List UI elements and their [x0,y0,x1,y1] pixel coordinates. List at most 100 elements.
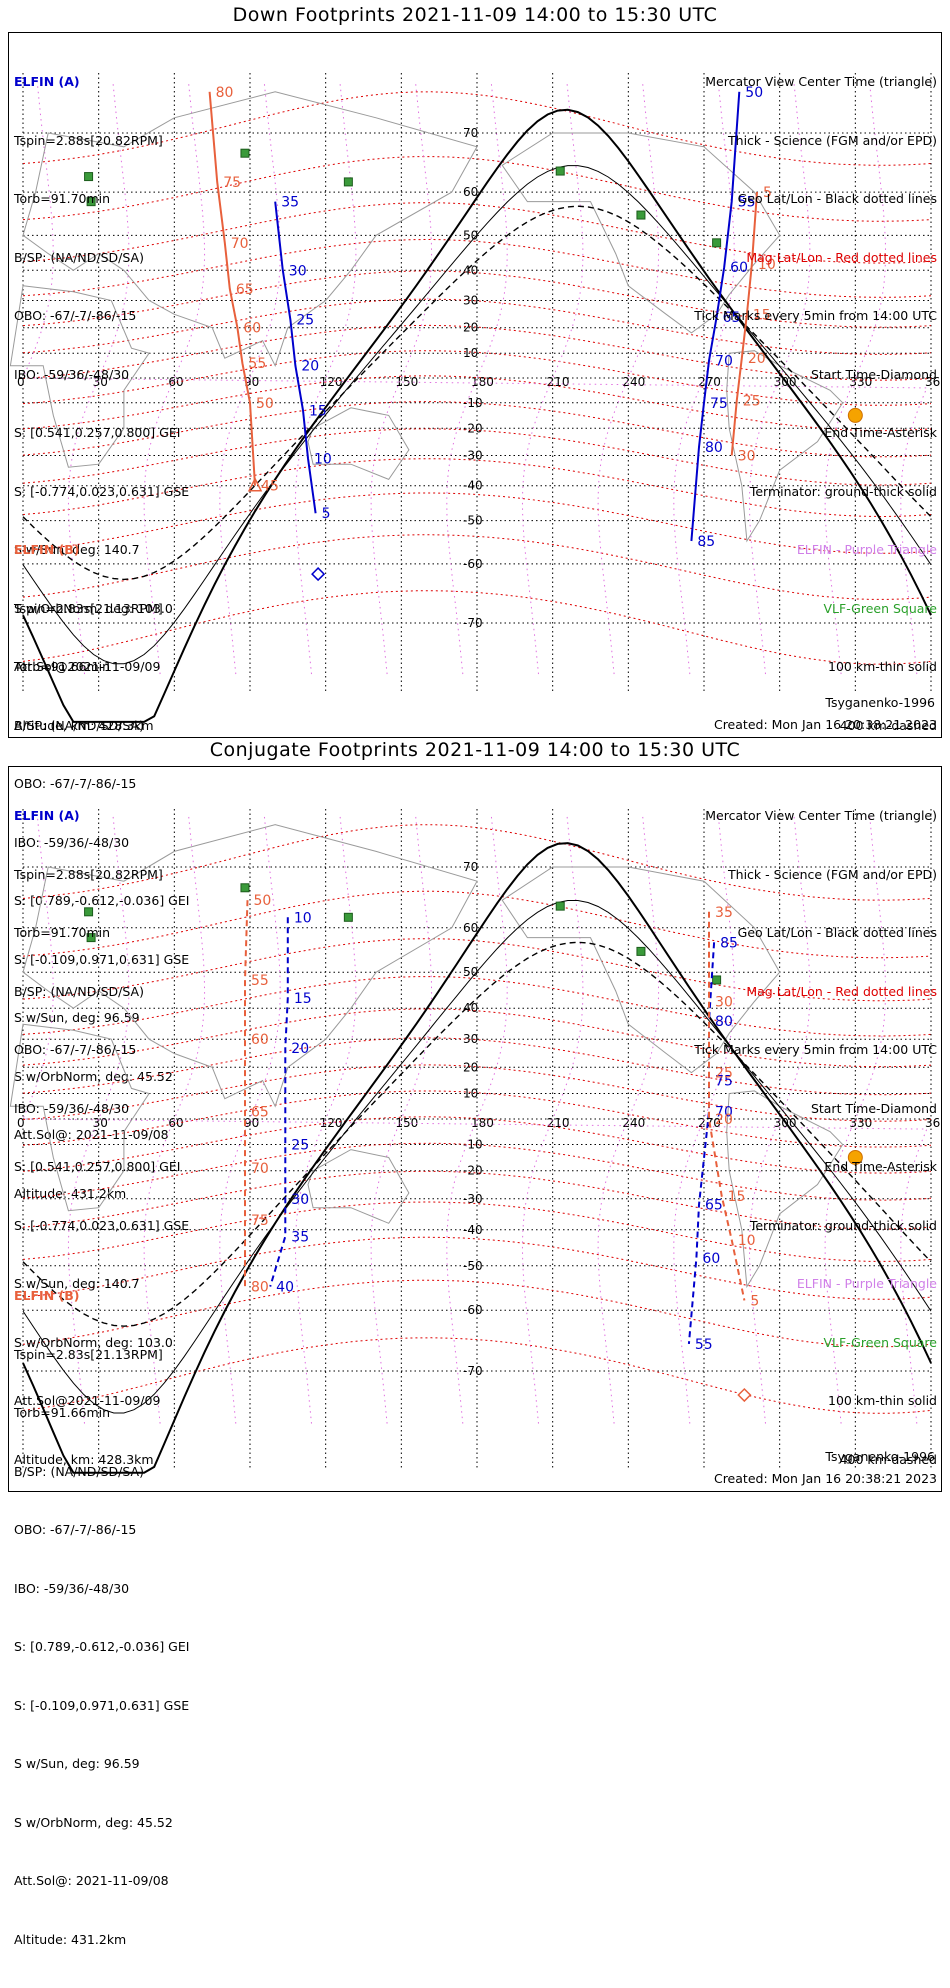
elfin-a-line: B/SP: (NA/ND/SD/SA) [14,249,144,265]
elfin-a-track-east-time-label: 85 [720,935,738,951]
lat-tick-label: -60 [463,1303,483,1317]
elfin-b-track [208,91,256,486]
lon-tick-label: 60 [168,375,183,389]
start-time-diamond [737,1387,752,1403]
elfin-b-track [244,900,249,1287]
lat-tick-label: -40 [463,1223,483,1237]
map-legend: Mercator View Center Time (triangle) Thi… [694,33,937,774]
legend-item: Mercator View Center Time (triangle) [705,808,937,823]
lat-tick-label: 50 [463,965,478,979]
mag-lat-line [22,1236,932,1300]
legend-item: Geo Lat/Lon - Black dotted lines [737,925,937,940]
elfin-b-triangle [247,477,263,492]
elfin-b-track-east-time-label: 5 [763,185,772,201]
elfin-b-track-east-time-label: 25 [743,393,761,409]
elfin-a-track-time-label: 30 [291,1192,309,1208]
legend-item: End Time-Asterisk [824,425,937,440]
lat-tick-label: -20 [463,421,483,435]
lat-tick-label: 70 [463,126,478,140]
legend-item: 400 km-dashed [839,717,937,733]
elfin-b-line: S w/OrbNorm, deg: 45.52 [14,1068,173,1084]
elfin-a-line: Tspin=2.88s[20.82RPM] [14,132,163,148]
coastline [9,285,150,468]
elfin-a-track-time-label: 35 [291,1229,309,1245]
elfin-b-line: S: [0.789,-0.612,-0.036] GEI [14,1639,190,1654]
lon-tick-label: 90 [244,375,259,389]
elfin-b-track-east-time-label: 10 [738,1233,756,1249]
legend-item: 100 km-thin solid [828,1393,937,1408]
elfin-a-track-east-time-label: 80 [715,1014,733,1030]
elfin-b-track-time-label: 55 [248,356,266,372]
elfin-a-track-time-label: 25 [296,313,314,329]
lat-tick-label: -10 [463,396,483,410]
legend-item: Mag Lat/Lon - Red dotted lines [746,249,937,265]
mag-lon-line [22,81,928,675]
mag-lat-line [22,1170,932,1230]
elfin-b-track-time-label: 50 [256,396,274,412]
lat-tick-label: 50 [463,228,478,242]
mag-lon-line [143,81,206,675]
mag-lon-line [294,81,357,675]
elfin-a-info: ELFIN (A) Tspin=2.88s[20.82RPM] Torb=91.… [14,767,189,1508]
lat-tick-label: 60 [463,921,478,935]
coastline [9,1023,150,1212]
elfin-b-line: S: [-0.109,0.971,0.631] GSE [14,951,190,967]
elfin-b-line: S w/OrbNorm, deg: 45.52 [14,1814,173,1830]
lat-tick-label: 40 [463,1001,478,1015]
mag-lat-line [22,492,932,554]
elfin-a-header: ELFIN (A) [14,74,80,89]
mag-lat-line [22,458,932,518]
lon-tick-label: 0 [17,375,25,389]
elfin-b-track-time-label: 80 [216,85,234,101]
legend-item: Mercator View Center Time (triangle) [705,74,937,89]
elfin-b-track-time-label: 45 [261,479,279,495]
coastline [307,407,410,481]
elfin-a-track-time-label: 20 [291,1041,309,1057]
elfin-b-line: OBO: -67/-7/-86/-15 [14,776,137,791]
lat-tick-label: 10 [463,1087,478,1101]
vlf-station-square [712,238,722,248]
elfin-b-track-east [730,192,758,456]
mag-lat-line [22,1008,932,1068]
legend-item: VLF-Green Square [823,600,937,616]
elfin-a-track-east-time-label: 85 [697,534,715,550]
terminator [22,108,932,723]
terminator-ground [22,842,932,1474]
elfin-a-line: S: [-0.774,0.023,0.631] GSE [14,1217,190,1233]
mag-lon-line [521,81,584,675]
legend-item: Start Time-Diamond [810,366,937,382]
vlf-station-square [555,901,565,911]
legend-item: Thick - Science (FGM and/or EPD) [728,132,937,148]
elfin-a-line: Torb=91.70min [14,925,111,940]
lat-tick-label: -70 [463,1364,483,1378]
elfin-b-line: OBO: -67/-7/-86/-15 [14,1522,137,1537]
elfin-b-line: IBO: -59/36/-48/30 [14,834,130,850]
elfin-b-line: Torb=91.66min [14,1405,111,1420]
terminator-100km [22,900,932,1414]
elfin-a-track-time-label: 10 [294,910,312,926]
elfin-a-line: IBO: -59/36/-48/30 [14,1100,130,1116]
lat-tick-label: -70 [463,616,483,630]
elfin-b-line: S w/Sun, deg: 96.59 [14,1010,140,1025]
elfin-b-track-east-time-label: 30 [738,449,756,465]
conjugate-footprints-map: 0306090120150180210240270300330360706050… [9,809,941,1474]
elfin-a-track-time-label: 25 [291,1137,309,1153]
terminator-400km [22,941,932,1327]
vlf-station-square [555,166,565,176]
mag-lon-line [67,81,130,675]
elfin-a-line: Tspin=2.88s[20.82RPM] [14,866,163,882]
vlf-station-square [86,933,96,943]
terminator-100km [22,165,932,665]
mag-lat-line [22,1201,932,1262]
elfin-a-line: S w/Sun, deg: 140.7 [14,1276,140,1291]
elfin-a-line: IBO: -59/36/-48/30 [14,366,130,382]
mag-lon-line [597,81,660,675]
elfin-a-track-time-label: 5 [322,506,331,522]
mag-lon-line [673,81,735,675]
elfin-b-header: ELFIN (B) [14,542,80,557]
elfin-b-track-time-label: 70 [231,236,249,252]
elfin-a-line: Altitude, km: 428.3km [14,717,154,733]
legend-item: VLF-Green Square [823,1334,937,1350]
mag-grid [22,81,932,675]
coastline [22,824,478,1108]
